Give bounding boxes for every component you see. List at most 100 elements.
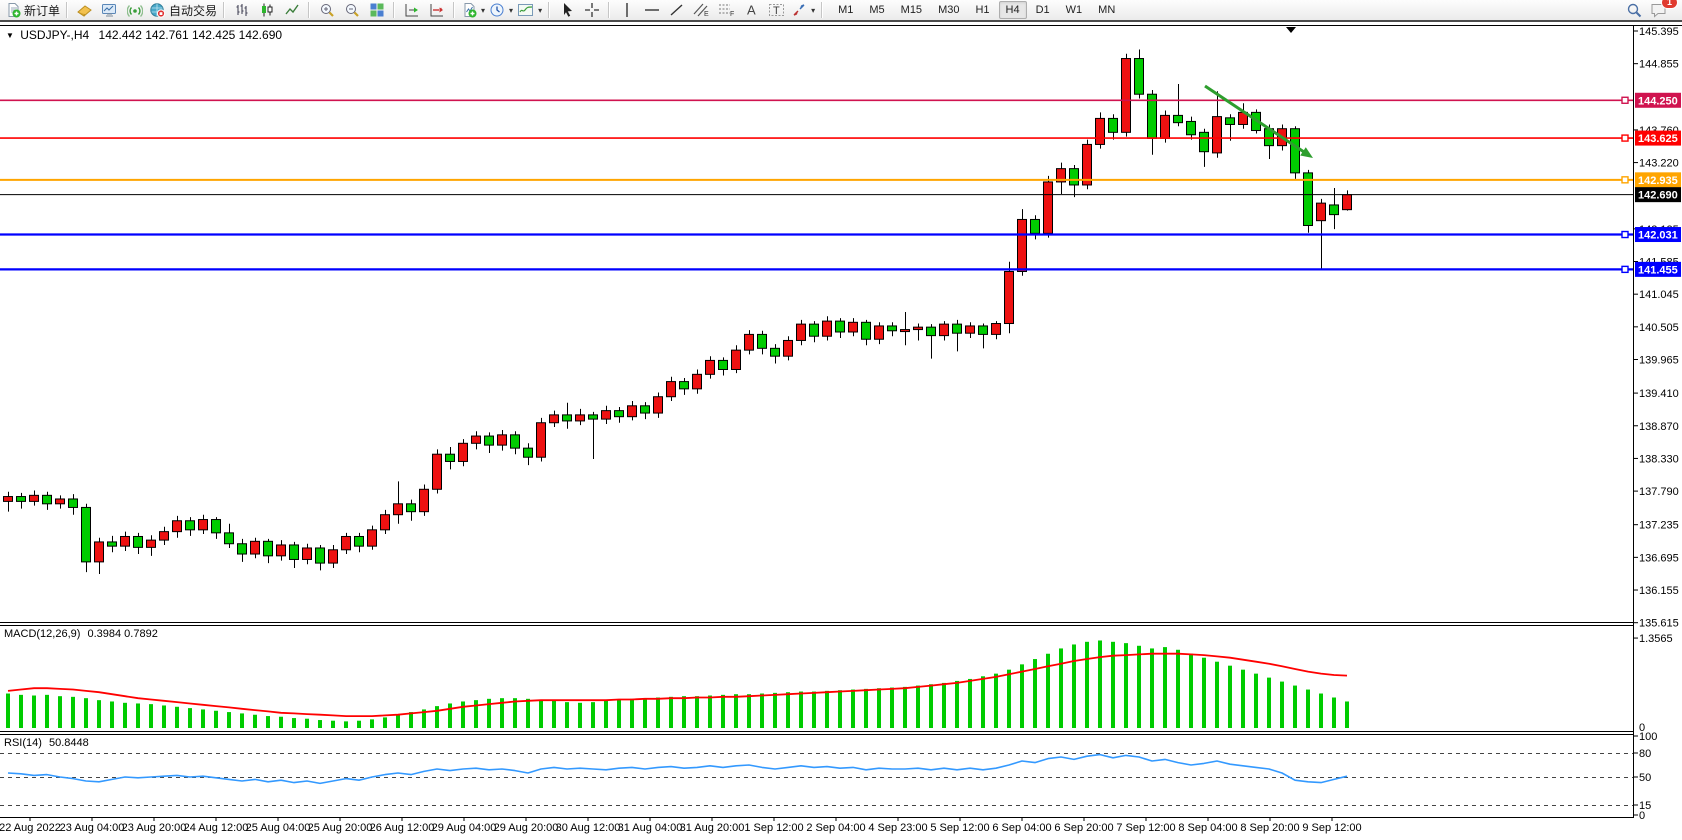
periods-button[interactable]: ▾ <box>487 0 515 20</box>
arrows-button[interactable]: ▾ <box>789 0 817 20</box>
candle-down <box>42 494 52 505</box>
zoom-in-button[interactable] <box>314 0 339 20</box>
rsi-line <box>7 753 1348 785</box>
candle-up <box>55 498 65 505</box>
metaeditor-button[interactable] <box>72 0 97 20</box>
macd-histogram-bar <box>344 721 348 728</box>
horizontal-line-button[interactable] <box>639 0 664 20</box>
price-line-badge <box>1635 227 1681 243</box>
trend-arrow-annotation[interactable] <box>1204 84 1305 154</box>
timeframe-m15[interactable]: M15 <box>900 4 923 16</box>
candle-down <box>133 535 143 548</box>
macd-histogram-bar <box>1241 669 1245 728</box>
macd-histogram-bar <box>58 696 62 728</box>
macd-indicator-label: MACD(12,26,9) 0.3984 0.7892 <box>4 628 158 640</box>
candle-down <box>809 323 819 337</box>
text-label-button[interactable]: T <box>764 0 789 20</box>
time-axis-label: 8 Sep 20:00 <box>1240 822 1299 834</box>
cursor-button[interactable] <box>554 0 579 20</box>
new-order-button[interactable]: 新订单 <box>3 0 62 20</box>
chat-button[interactable]: 1 <box>1646 0 1678 20</box>
timeframe-m30[interactable]: M30 <box>938 4 960 16</box>
zoom-out-button[interactable] <box>339 0 364 20</box>
chart-shift-button[interactable] <box>424 0 449 20</box>
candle-up <box>419 488 429 513</box>
macd-histogram-bar <box>461 701 465 728</box>
candle-down <box>1225 117 1235 125</box>
timeframe-d1[interactable]: D1 <box>1035 4 1050 16</box>
candle-up <box>991 323 1001 335</box>
candle-up <box>627 405 637 418</box>
toolbar-separator <box>308 2 311 18</box>
candle-up <box>393 503 403 516</box>
periods-dropdown-caret: ▾ <box>509 5 514 15</box>
equidistant-channel-button[interactable]: E <box>689 0 714 20</box>
hline-handle[interactable] <box>1621 230 1629 239</box>
templates-button[interactable]: ▾ <box>515 0 544 20</box>
macd-axis-min: 0 <box>1639 722 1645 734</box>
candlestick-chart-button[interactable] <box>254 0 279 20</box>
macd-histogram-bar <box>188 708 192 728</box>
bar-chart-button[interactable] <box>229 0 254 20</box>
chart-shift-marker-icon[interactable] <box>1286 27 1296 33</box>
fibonacci-button[interactable]: F <box>714 0 739 20</box>
time-axis-label: 6 Sep 20:00 <box>1054 822 1113 834</box>
candle-down <box>1108 117 1118 133</box>
macd-histogram-bar <box>604 700 608 728</box>
candle-up <box>94 541 104 563</box>
timeframe-h1[interactable]: H1 <box>975 4 990 16</box>
macd-histogram-bar <box>435 706 439 728</box>
signals-button[interactable] <box>122 0 147 20</box>
signals-icon <box>126 2 143 18</box>
timeframe-w1[interactable]: W1 <box>1065 4 1083 16</box>
hline-handle[interactable] <box>1621 265 1629 274</box>
candle-up <box>783 339 793 357</box>
macd-histogram-bar <box>955 680 959 728</box>
auto-scroll-button[interactable] <box>399 0 424 20</box>
hline-handle[interactable] <box>1621 176 1629 184</box>
timeframe-h4[interactable]: H4 <box>998 1 1027 19</box>
vertical-line-button[interactable] <box>614 0 639 20</box>
text-button[interactable]: A <box>739 0 764 20</box>
timeframe-mn[interactable]: MN <box>1098 4 1116 16</box>
terminal-button[interactable] <box>97 0 122 20</box>
candle-down <box>1030 218 1040 234</box>
timeframe-m1[interactable]: M1 <box>838 4 854 16</box>
macd-histogram-bar <box>214 710 218 728</box>
autotrading-button[interactable]: 自动交易 <box>147 0 219 20</box>
macd-histogram-bar <box>110 701 114 728</box>
time-axis-label: 30 Aug 12:00 <box>556 822 621 834</box>
time-axis-label: 26 Aug 12:00 <box>370 822 435 834</box>
candle-up <box>120 535 130 547</box>
candle-down <box>1290 128 1300 174</box>
macd-histogram-bar <box>19 694 23 728</box>
auto-scroll-icon <box>404 2 420 18</box>
macd-histogram-bar <box>851 689 855 728</box>
macd-histogram-bar <box>500 698 504 728</box>
cursor-icon <box>559 2 575 18</box>
time-axis-label: 23 Aug 04:00 <box>60 822 125 834</box>
new-order-label: 新订单 <box>24 3 61 18</box>
line-chart-button[interactable] <box>279 0 304 20</box>
candle-up <box>705 359 715 375</box>
macd-histogram-bar <box>1124 643 1128 728</box>
trendline-button[interactable] <box>664 0 689 20</box>
candle-down <box>770 347 780 357</box>
chart-collapse-icon[interactable]: ▼ <box>6 31 14 40</box>
hline-handle[interactable] <box>1621 96 1629 104</box>
macd-histogram-bar <box>864 688 868 728</box>
candle-down <box>679 381 689 390</box>
price-line-badge-label: 142.031 <box>1638 230 1678 242</box>
crosshair-button[interactable] <box>579 0 604 20</box>
search-button[interactable] <box>1621 0 1646 20</box>
macd-histogram-bar <box>1020 664 1024 728</box>
timeframe-m5[interactable]: M5 <box>869 4 885 16</box>
macd-histogram-bar <box>6 693 10 728</box>
candle-up <box>328 549 338 564</box>
hline-handle[interactable] <box>1621 134 1629 142</box>
candle-down <box>926 326 936 337</box>
indicators-button[interactable]: ▾ <box>459 0 487 20</box>
tile-windows-button[interactable] <box>364 0 389 20</box>
candle-up <box>796 323 806 341</box>
